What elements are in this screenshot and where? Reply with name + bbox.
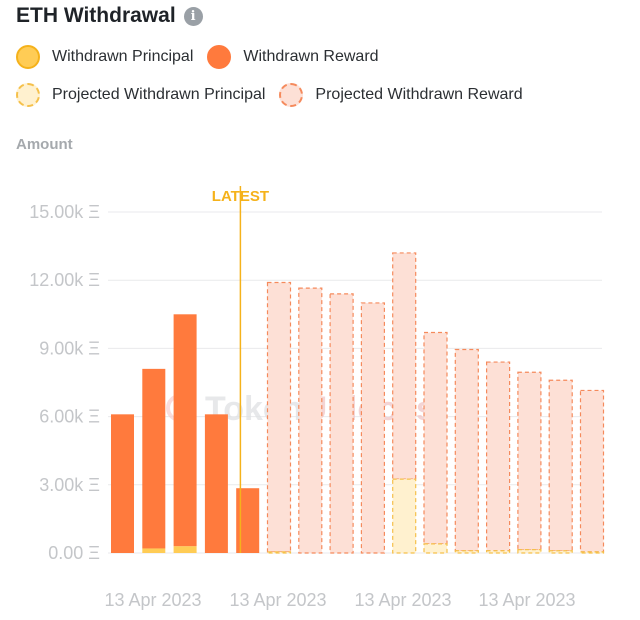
legend-swatch-withdrawn-reward <box>207 45 232 69</box>
y-tick-label: 12.00k Ξ <box>29 270 100 290</box>
bar-projected-principal[interactable] <box>579 551 605 554</box>
y-tick-label: 6.00k Ξ <box>39 407 100 427</box>
info-icon[interactable]: i <box>183 6 203 26</box>
bar-projected-reward[interactable] <box>486 361 511 552</box>
chart-title: ETH Withdrawal <box>16 4 176 27</box>
bar-projected-principal[interactable] <box>454 550 479 554</box>
bar-projected-principal[interactable] <box>423 543 448 554</box>
x-tick-label: 13 Apr 2023 <box>229 590 326 610</box>
bar-withdrawn-principal[interactable] <box>173 546 197 553</box>
bar-withdrawn-reward[interactable] <box>236 488 260 553</box>
y-axis-title: Amount <box>16 136 73 153</box>
legend-row-projected: Projected Withdrawn Principal Projected … <box>16 80 616 110</box>
legend-label: Withdrawn Reward <box>243 48 379 65</box>
bar-projected-reward[interactable] <box>454 348 479 552</box>
x-tick-label: 13 Apr 2023 <box>478 590 575 610</box>
bar-projected-principal[interactable] <box>548 550 573 554</box>
bar-withdrawn-reward[interactable] <box>142 368 166 549</box>
legend-item-projected-reward[interactable]: Projected Withdrawn Reward <box>279 83 523 107</box>
bar-projected-reward[interactable] <box>329 293 354 554</box>
y-tick-label: 0.00 Ξ <box>48 543 100 563</box>
legend-item-projected-principal[interactable]: Projected Withdrawn Principal <box>16 83 265 107</box>
bar-withdrawn-reward[interactable] <box>204 414 228 553</box>
bar-projected-reward[interactable] <box>423 331 448 545</box>
bar-projected-principal[interactable] <box>517 548 542 554</box>
bar-withdrawn-reward[interactable] <box>111 414 134 553</box>
legend-item-withdrawn-principal[interactable]: Withdrawn Principal <box>16 45 193 69</box>
bar-projected-principal[interactable] <box>486 550 511 554</box>
bar-projected-reward[interactable] <box>548 379 573 552</box>
bar-projected-principal[interactable] <box>392 478 417 554</box>
x-tick-label: 13 Apr 2023 <box>354 590 451 610</box>
bar-chart: 0.00 Ξ 3.00k Ξ 6.00k Ξ 9.00k Ξ 12.00k Ξ 15.00… <box>29 186 605 610</box>
legend-swatch-projected-principal <box>16 83 40 107</box>
y-tick-label: 3.00k Ξ <box>39 475 100 495</box>
legend: Withdrawn Principal Withdrawn Reward Pro… <box>16 42 616 118</box>
bar-projected-reward[interactable] <box>579 389 605 553</box>
legend-label: Withdrawn Principal <box>52 48 194 65</box>
bar-withdrawn-principal[interactable] <box>142 548 166 553</box>
y-tick-label: 9.00k Ξ <box>39 338 100 358</box>
legend-item-withdrawn-reward[interactable]: Withdrawn Reward <box>207 45 379 69</box>
chart-header: ETH Withdrawal i <box>16 4 203 28</box>
bar-projected-reward[interactable] <box>266 281 292 553</box>
bar-withdrawn-reward[interactable] <box>173 314 197 547</box>
legend-swatch-projected-reward <box>279 83 304 107</box>
legend-swatch-withdrawn-principal <box>16 45 40 69</box>
bar-projected-reward[interactable] <box>392 252 417 480</box>
x-tick-label: 13 Apr 2023 <box>104 590 201 610</box>
bar-projected-reward[interactable] <box>360 302 385 554</box>
latest-marker-label: LATEST <box>212 188 269 205</box>
y-tick-label: 15.00k Ξ <box>29 202 100 222</box>
legend-label: Projected Withdrawn Reward <box>315 86 523 103</box>
bar-projected-reward[interactable] <box>298 287 323 554</box>
legend-row-actual: Withdrawn Principal Withdrawn Reward <box>16 42 616 72</box>
bar-projected-reward[interactable] <box>517 371 542 551</box>
legend-label: Projected Withdrawn Principal <box>52 86 266 103</box>
bar-projected-principal[interactable] <box>266 551 292 554</box>
